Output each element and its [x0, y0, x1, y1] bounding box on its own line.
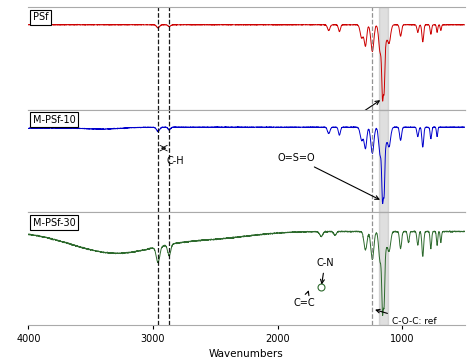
Bar [379, 110, 388, 212]
Text: C-N: C-N [316, 258, 334, 283]
X-axis label: Wavenumbers: Wavenumbers [209, 349, 284, 360]
Bar [379, 7, 388, 110]
Text: C=C: C=C [293, 291, 315, 308]
Text: PSf: PSf [33, 12, 48, 22]
Text: M-PSf-10: M-PSf-10 [33, 115, 75, 125]
Text: C-H: C-H [166, 156, 184, 166]
Text: C-O-C: ref: C-O-C: ref [376, 309, 437, 326]
Text: O=S=O: O=S=O [277, 153, 379, 199]
Text: M-PSf-30: M-PSf-30 [33, 218, 75, 228]
Bar [379, 212, 388, 325]
